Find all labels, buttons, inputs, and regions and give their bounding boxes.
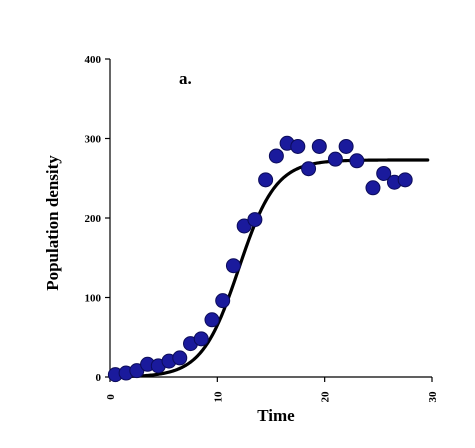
- data-point: [338, 138, 354, 154]
- x-tick-label: 20: [320, 391, 332, 403]
- data-point: [193, 331, 209, 347]
- data-point: [376, 165, 392, 181]
- x-tick-label: 30: [427, 391, 439, 403]
- y-tick-label: 200: [85, 213, 102, 225]
- x-axis-ticks: 0 10 20 30: [105, 377, 439, 403]
- y-tick-label: 400: [85, 54, 102, 66]
- data-points: [107, 135, 413, 383]
- y-axis-title: Population density: [43, 155, 62, 291]
- logistic-fit-curve: [112, 158, 430, 379]
- x-tick-label: 10: [212, 391, 224, 403]
- panel-label: a.: [179, 69, 192, 88]
- x-axis-title: Time: [257, 406, 295, 425]
- data-point: [311, 138, 327, 154]
- y-tick-label: 100: [85, 293, 102, 305]
- data-point: [258, 172, 274, 188]
- data-point: [397, 172, 413, 188]
- data-point: [247, 212, 263, 228]
- data-point: [204, 312, 220, 328]
- data-point: [365, 180, 381, 196]
- axes: 0 100 200 300 400 0 10 20 30: [85, 54, 440, 403]
- y-tick-label: 0: [96, 372, 102, 384]
- data-point: [268, 148, 284, 164]
- data-point: [301, 161, 317, 177]
- y-axis-ticks: 0 100 200 300 400: [85, 54, 110, 384]
- y-tick-label: 300: [85, 134, 102, 146]
- x-tick-label: 0: [105, 394, 117, 400]
- data-point: [225, 258, 241, 274]
- data-point: [349, 153, 365, 169]
- data-point: [172, 350, 188, 366]
- data-point: [290, 138, 306, 154]
- data-point: [215, 293, 231, 309]
- data-point: [327, 151, 343, 167]
